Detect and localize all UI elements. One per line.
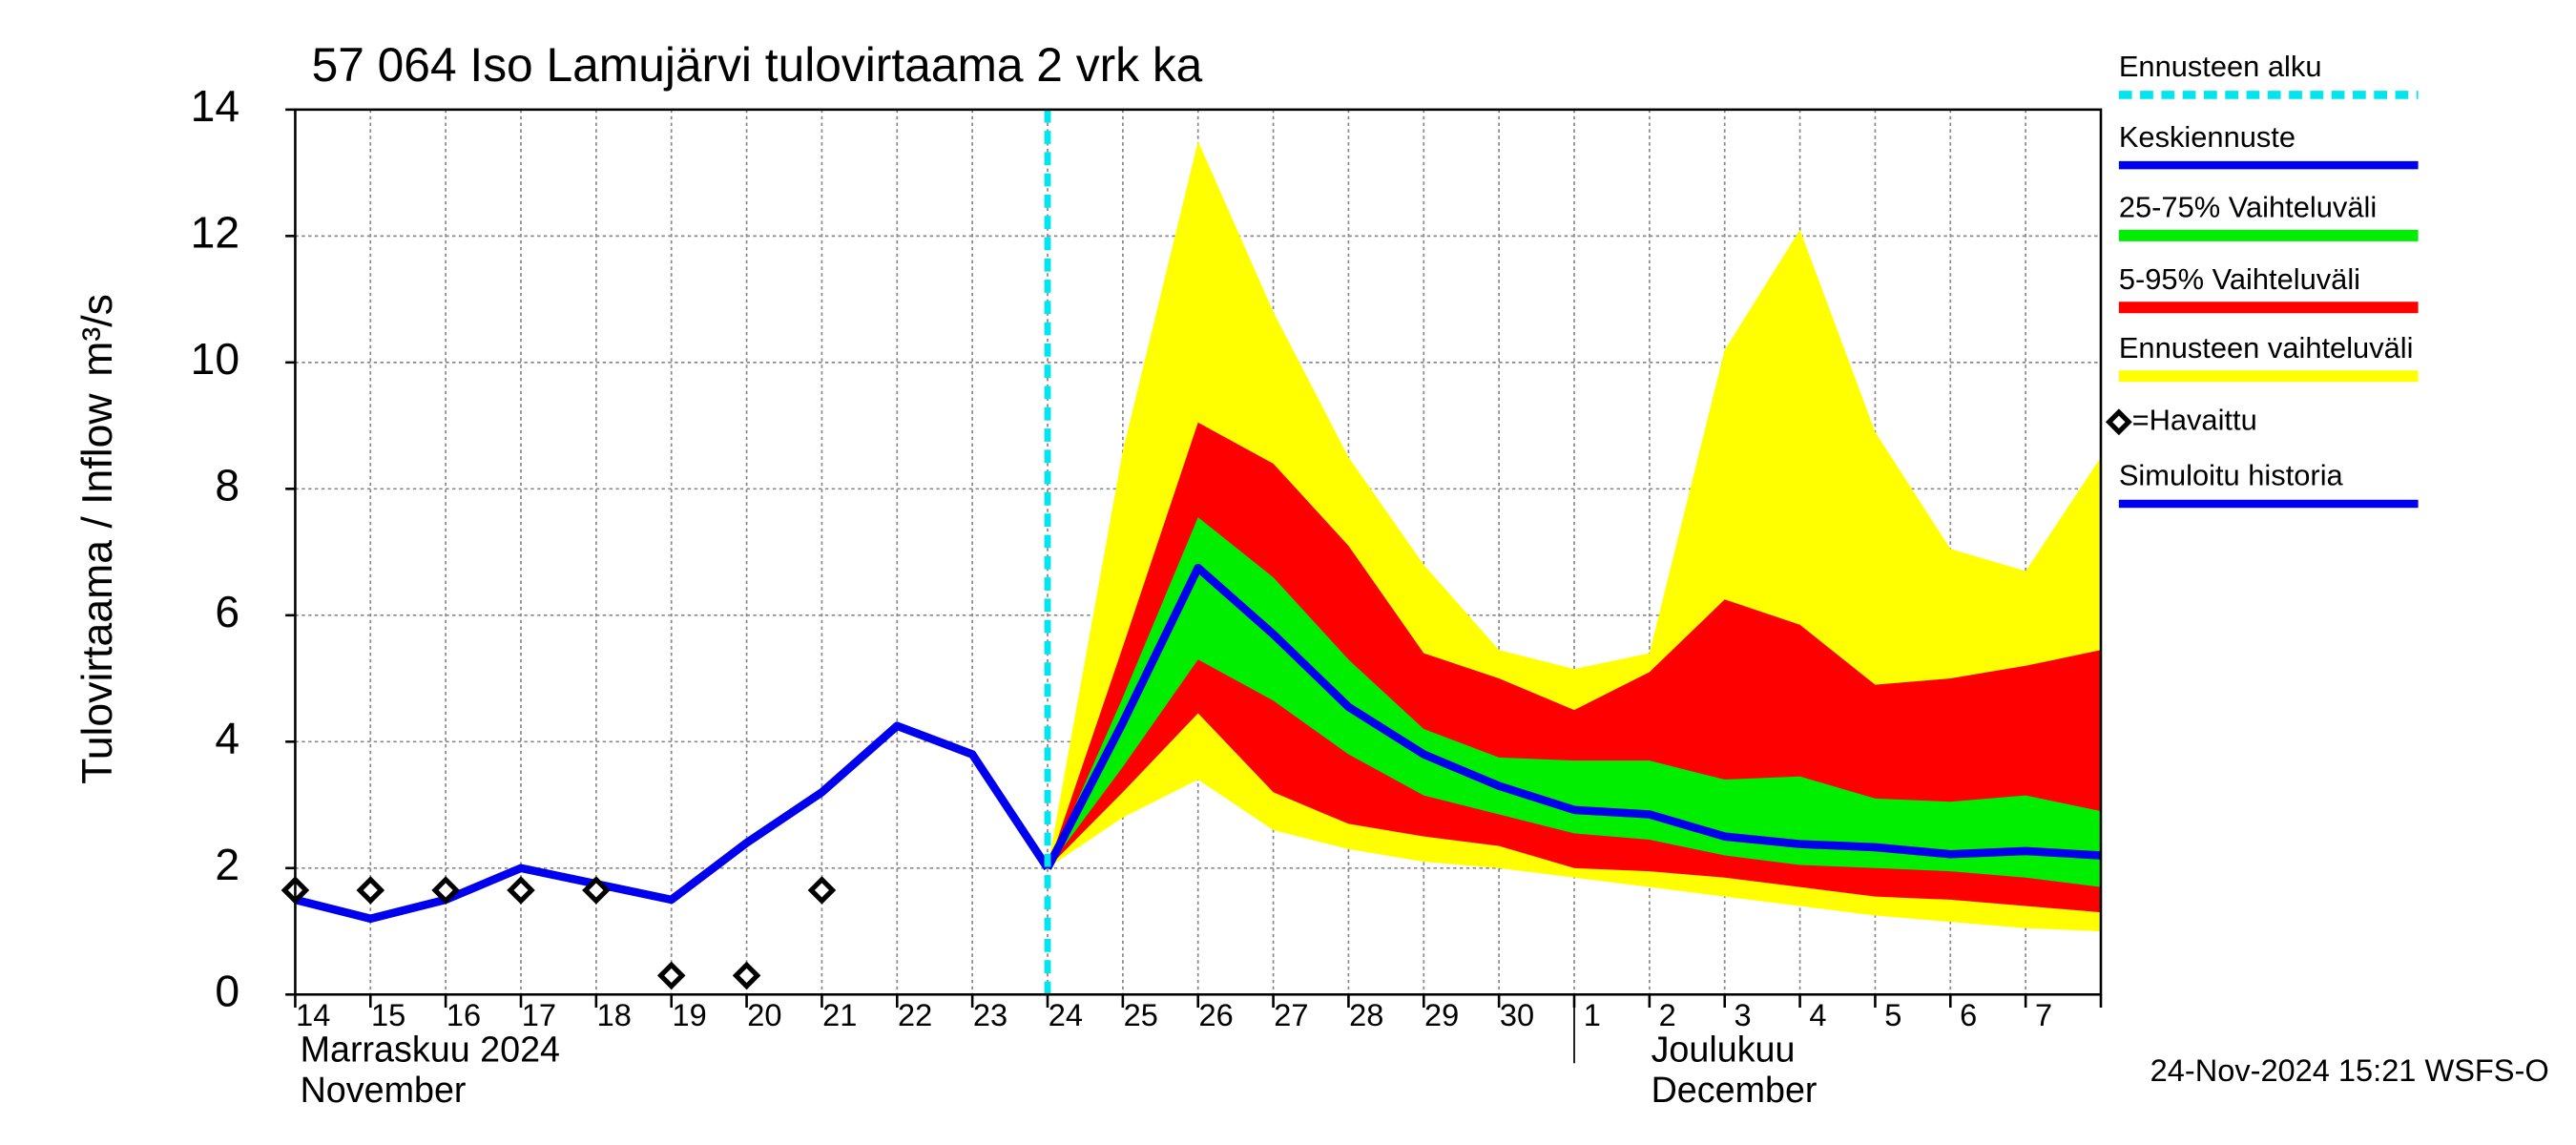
legend-label: 25-75% Vaihteluväli <box>2119 191 2377 224</box>
y-axis-label: Tulovirtaama / Inflow <box>74 393 121 784</box>
x-tick-label: 27 <box>1274 998 1308 1032</box>
line <box>294 721 1051 924</box>
observed-marker <box>582 876 611 905</box>
x-tick-label: 3 <box>1735 998 1752 1032</box>
legend-label: Simuloitu historia <box>2119 459 2344 492</box>
observed-marker <box>507 876 535 905</box>
legend-label: 5-95% Vaihteluväli <box>2119 262 2360 296</box>
y-tick-label: 2 <box>215 840 239 889</box>
legend-label: =Havaittu <box>2132 403 2257 436</box>
x-tick-label: 21 <box>822 998 857 1032</box>
x-tick-label: 15 <box>371 998 405 1032</box>
observed-marker <box>356 876 385 905</box>
y-tick-label: 14 <box>191 81 239 131</box>
month-label-en: November <box>301 1070 467 1110</box>
observed-marker <box>656 961 686 990</box>
x-tick-label: 14 <box>296 998 330 1032</box>
x-tick-label: 24 <box>1049 998 1083 1032</box>
y-tick-label: 10 <box>191 334 239 384</box>
x-tick-label: 19 <box>672 998 706 1032</box>
chart-title: 57 064 Iso Lamujärvi tulovirtaama 2 vrk … <box>312 38 1203 92</box>
x-tick-label: 18 <box>597 998 632 1032</box>
y-axis-unit: m³/s <box>74 294 121 377</box>
month-label: Joulukuu <box>1652 1029 1796 1069</box>
y-tick-label: 12 <box>191 208 239 258</box>
observed-marker <box>807 876 837 905</box>
x-tick-label: 26 <box>1198 998 1233 1032</box>
x-tick-label: 7 <box>2035 998 2052 1032</box>
x-tick-label: 30 <box>1500 998 1534 1032</box>
x-tick-label: 16 <box>447 998 481 1032</box>
x-tick-label: 23 <box>973 998 1008 1032</box>
y-tick-label: 0 <box>215 967 239 1016</box>
x-tick-label: 28 <box>1349 998 1383 1032</box>
x-tick-label: 25 <box>1124 998 1158 1032</box>
legend-label: Keskiennuste <box>2119 120 2296 154</box>
x-tick-label: 29 <box>1424 998 1459 1032</box>
band-area <box>1048 517 2101 887</box>
y-tick-label: 6 <box>215 587 239 636</box>
month-label-en: December <box>1652 1070 1818 1110</box>
x-tick-label: 5 <box>1884 998 1901 1032</box>
x-tick-label: 22 <box>898 998 932 1032</box>
legend-label: Ennusteen alku <box>2119 50 2322 83</box>
observed-marker <box>431 876 460 905</box>
x-tick-label: 20 <box>747 998 781 1032</box>
x-tick-label: 17 <box>522 998 556 1032</box>
timestamp: 24-Nov-2024 15:21 WSFS-O <box>2150 1053 2549 1088</box>
x-tick-label: 1 <box>1584 998 1601 1032</box>
x-tick-label: 2 <box>1659 998 1676 1032</box>
legend-marker <box>2105 408 2132 436</box>
y-tick-label: 4 <box>215 714 239 763</box>
month-label: Marraskuu 2024 <box>301 1029 560 1069</box>
y-tick-label: 8 <box>215 461 239 510</box>
observed-marker <box>732 961 761 990</box>
x-tick-label: 4 <box>1809 998 1826 1032</box>
legend-label: Ennusteen vaihteluväli <box>2119 331 2414 364</box>
line <box>1044 563 2102 870</box>
x-tick-label: 6 <box>1960 998 1977 1032</box>
